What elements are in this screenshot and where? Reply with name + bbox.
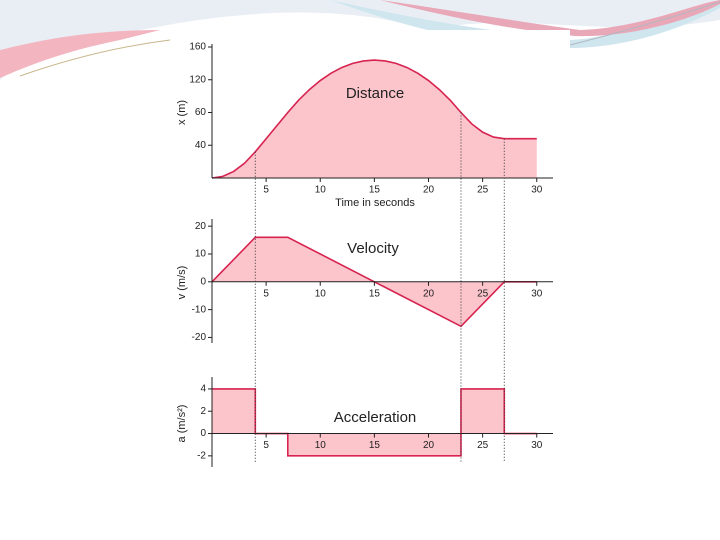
decor-swoosh	[330, 0, 720, 49]
y-tick-label: 160	[189, 42, 206, 53]
decor-swoosh	[0, 30, 160, 78]
x-tick-label: 20	[423, 185, 435, 196]
x-tick-label: 30	[531, 185, 543, 196]
decor-swoosh	[0, 0, 720, 80]
line	[212, 388, 537, 457]
x-tick-label: 25	[477, 288, 489, 299]
x-tick-label: 30	[531, 440, 543, 451]
y-tick-label: -2	[197, 450, 206, 461]
line	[211, 59, 537, 179]
x-tick-label: 10	[315, 288, 327, 299]
y-tick-label: 20	[195, 221, 207, 232]
y-axis-label: a (m/s²)	[176, 405, 188, 443]
x-tick-label: 25	[477, 185, 489, 196]
y-tick-label: 10	[195, 249, 207, 260]
y-tick-label: 0	[200, 428, 206, 439]
decor-line	[569, 1, 720, 46]
decor-swoosh	[380, 0, 720, 37]
x-tick-label: 20	[423, 288, 435, 299]
x-tick-label: 5	[263, 185, 269, 196]
y-axis-label: x (m)	[176, 100, 188, 125]
y-tick-label: -20	[192, 332, 207, 343]
x-tick-label: 5	[263, 288, 269, 299]
x-tick-label: 5	[263, 440, 269, 451]
y-tick-label: 60	[195, 107, 207, 118]
x-tick-label: 15	[369, 440, 381, 451]
y-axis-label: v (m/s)	[176, 266, 188, 300]
chart-title: Velocity	[347, 240, 399, 257]
y-tick-label: 40	[195, 140, 207, 151]
y-tick-label: -10	[192, 304, 207, 315]
x-tick-label: 15	[369, 288, 381, 299]
x-tick-label: 25	[477, 440, 489, 451]
x-tick-label: 30	[531, 288, 543, 299]
x-axis-label: Time in seconds	[335, 197, 415, 209]
y-tick-label: 0	[200, 276, 206, 287]
chart-title: Acceleration	[334, 409, 417, 426]
x-tick-label: 10	[315, 440, 327, 451]
x-tick-label: 20	[423, 440, 435, 451]
y-tick-label: 120	[189, 74, 206, 85]
y-tick-label: 4	[200, 384, 206, 395]
y-tick-label: 2	[200, 406, 206, 417]
area-fill	[212, 388, 537, 456]
area-fill	[212, 60, 537, 178]
x-tick-label: 10	[315, 185, 327, 196]
chart-title: Distance	[346, 85, 404, 102]
x-tick-label: 15	[369, 185, 381, 196]
decor-line	[19, 39, 171, 77]
